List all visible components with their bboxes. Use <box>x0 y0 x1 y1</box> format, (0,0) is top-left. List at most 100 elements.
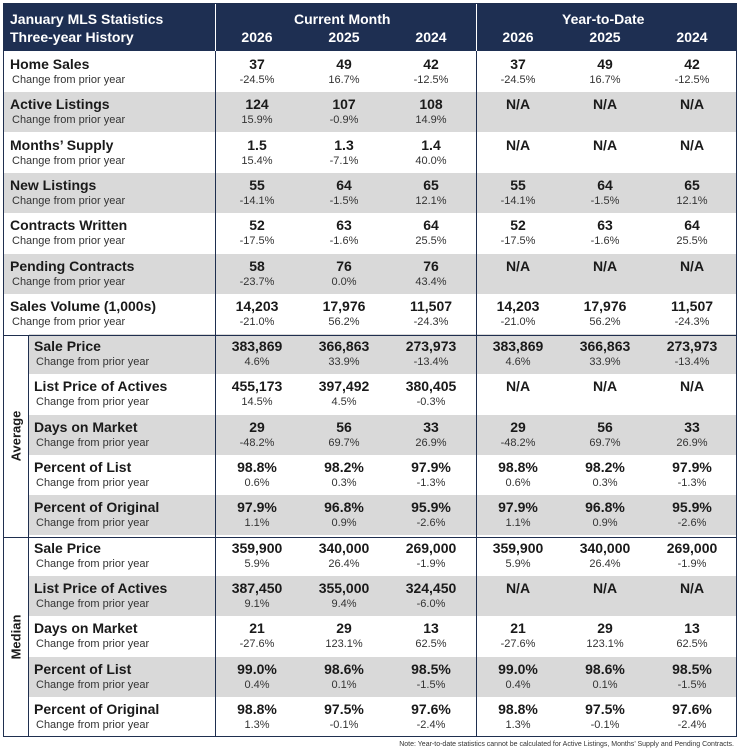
cell-value: 64 <box>684 217 700 234</box>
table-row: Home Sales Change from prior year 37 -24.5%… <box>4 52 736 92</box>
row-label: Active Listings <box>10 96 110 113</box>
cell-change: 33.9% <box>328 356 360 369</box>
cell-change: -21.0% <box>500 315 536 328</box>
row-label: List Price of Actives <box>34 579 168 596</box>
cell-value: 63 <box>597 217 613 234</box>
cell-value: 98.5% <box>411 660 451 677</box>
cell-change: 0.3% <box>331 477 357 489</box>
cell-change: 62.5% <box>676 638 708 651</box>
cell-value: 21 <box>249 620 265 637</box>
cell-change: 69.7% <box>328 436 360 449</box>
cell-value: N/A <box>592 579 618 596</box>
cell-value: 63 <box>336 217 352 234</box>
cell-value: 124 <box>245 96 269 113</box>
row-change-label: Change from prior year <box>12 74 126 86</box>
cell-value: 366,863 <box>318 338 370 355</box>
cell-change: 1.1% <box>244 517 270 530</box>
cell-change: 12.1% <box>415 194 447 207</box>
cell-value: 49 <box>336 56 352 72</box>
cell-value: 98.5% <box>672 660 712 677</box>
cell-value: 383,869 <box>492 338 544 355</box>
cell-value: 17,976 <box>322 297 366 314</box>
cell-change: 25.5% <box>676 235 708 248</box>
cell-value: N/A <box>505 96 531 113</box>
cell-change: 14.5% <box>241 396 273 409</box>
cell-value: 64 <box>423 217 439 234</box>
cell-change: -1.5% <box>590 194 620 207</box>
cell-change: 26.9% <box>415 436 447 449</box>
cell-value: 29 <box>510 418 526 435</box>
cell-value: 11,507 <box>409 297 453 314</box>
cell-value: 98.8% <box>237 700 277 717</box>
cell-value: 98.2% <box>324 459 364 475</box>
cell-change: -12.5% <box>413 74 449 86</box>
median-section-label: Median <box>4 537 29 737</box>
cell-value: 42 <box>423 56 439 72</box>
cell-change: 0.1% <box>592 678 618 691</box>
cell-value: 76 <box>336 257 352 274</box>
mls-statistics-table: January MLS Statistics Three-year Histor… <box>3 3 737 737</box>
cell-value: 380,405 <box>405 378 457 395</box>
cell-change: 9.4% <box>331 597 357 610</box>
table-row: New Listings Change from prior year 55 -14.… <box>4 172 736 213</box>
cell-value: 29 <box>336 620 352 637</box>
ytd-heading: Year-to-Date <box>562 11 645 27</box>
row-change-label: Change from prior year <box>36 597 150 610</box>
cell-value: 21 <box>510 620 526 637</box>
cell-change: -6.0% <box>416 597 446 610</box>
row-change-label: Change from prior year <box>12 315 126 328</box>
cell-change: 1.3% <box>505 718 531 731</box>
cell-value: 97.6% <box>672 700 712 717</box>
cell-value: 98.8% <box>498 459 538 475</box>
cell-value: N/A <box>679 579 705 596</box>
row-change-label: Change from prior year <box>36 718 150 731</box>
table-row: Active Listings Change from prior year 124… <box>4 92 736 133</box>
row-change-label: Change from prior year <box>36 517 150 530</box>
cell-change: -7.1% <box>329 154 359 167</box>
cell-value: 97.9% <box>237 499 277 516</box>
cell-value: 98.6% <box>585 660 625 677</box>
cell-change: 0.3% <box>592 477 618 489</box>
table-row: Percent of Original Change from prior yea… <box>29 495 736 536</box>
cell-value: 52 <box>249 217 265 234</box>
cell-value: 98.8% <box>237 459 277 475</box>
row-change-label: Change from prior year <box>36 477 150 489</box>
year-heading: 2024 <box>415 29 447 45</box>
cell-change: -0.1% <box>329 718 359 731</box>
cell-value: 359,900 <box>231 539 283 556</box>
cell-value: 33 <box>684 418 700 435</box>
cell-change: 26.9% <box>676 436 708 449</box>
cell-value: 55 <box>249 176 265 193</box>
cell-change: -24.5% <box>239 74 275 86</box>
row-label: Sale Price <box>34 539 101 556</box>
cell-change: -1.9% <box>677 557 707 570</box>
row-label: Months’ Supply <box>10 136 114 153</box>
table-row: Sales Volume (1,000s) Change from prior y… <box>4 294 736 334</box>
cell-change: -13.4% <box>413 356 449 369</box>
cell-change: -0.1% <box>590 718 620 731</box>
cell-value: 98.8% <box>498 700 538 717</box>
year-heading: 2025 <box>589 29 621 45</box>
cell-value: N/A <box>679 378 705 395</box>
cell-change: 4.6% <box>244 356 270 369</box>
cell-change: -12.5% <box>674 74 710 86</box>
cell-value: 13 <box>423 620 439 637</box>
cell-value: 29 <box>597 620 613 637</box>
cell-value: 324,450 <box>405 579 457 596</box>
cell-value: 273,973 <box>405 338 457 355</box>
cell-change: 123.1% <box>586 638 624 651</box>
row-change-label: Change from prior year <box>12 275 126 288</box>
cell-change: -1.3% <box>677 477 707 489</box>
cell-value: 56 <box>597 418 613 435</box>
column-divider <box>476 51 477 737</box>
row-label: Pending Contracts <box>10 257 135 274</box>
year-heading: 2026 <box>241 29 273 45</box>
cell-value: N/A <box>505 378 531 395</box>
cell-value: N/A <box>505 257 531 274</box>
cell-change: -27.6% <box>500 638 536 651</box>
cell-change: 14.9% <box>415 114 447 127</box>
cell-value: 1.4 <box>421 136 441 153</box>
cell-change: -1.6% <box>590 235 620 248</box>
cell-change: -2.4% <box>677 718 707 731</box>
cell-value: N/A <box>592 257 618 274</box>
